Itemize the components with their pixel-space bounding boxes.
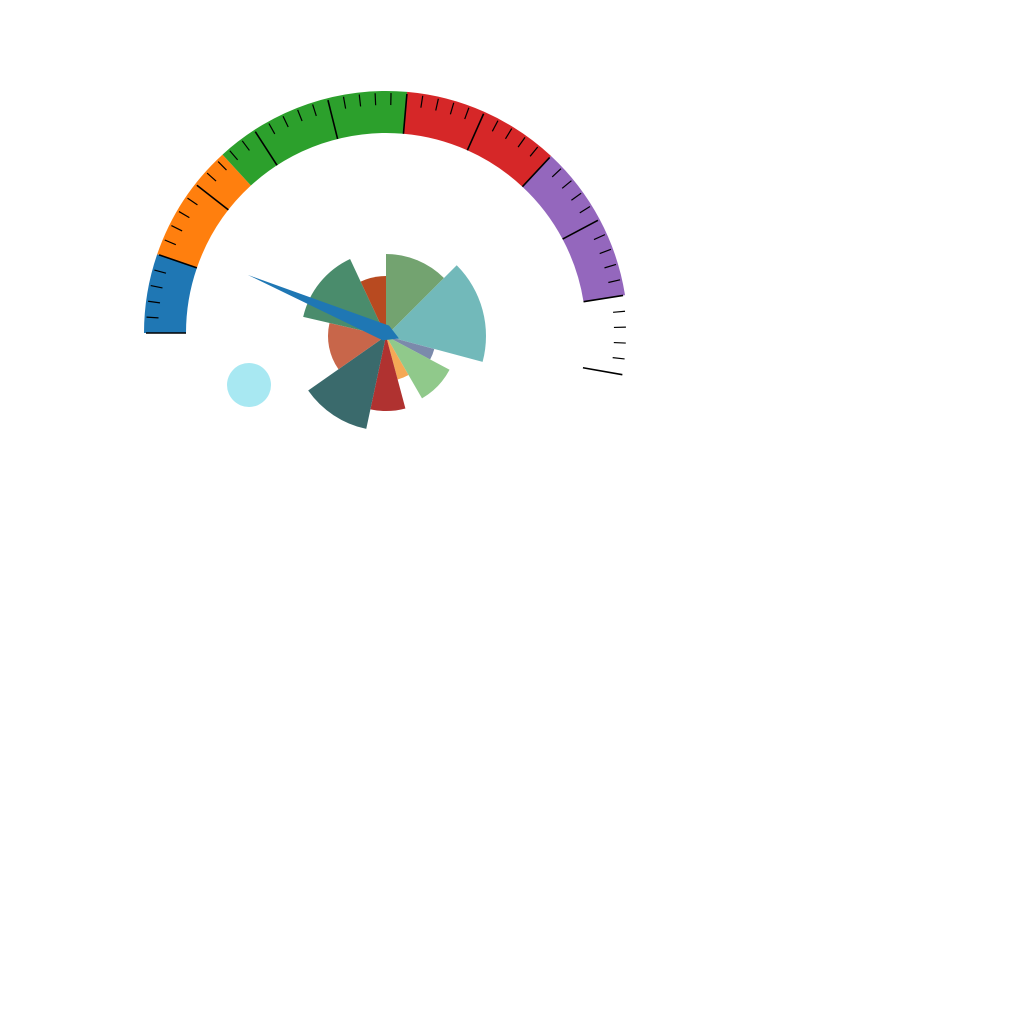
polar-sector-9 <box>303 258 386 336</box>
gauge-major-tick-30 <box>466 113 485 151</box>
gauge-minor-tick-29 <box>464 107 470 120</box>
gauge-minor-tick-33 <box>517 137 526 148</box>
gauge-minor-tick-7 <box>171 225 183 232</box>
polar-sector-2 <box>386 265 486 362</box>
gauge-minor-tick-28 <box>449 102 455 115</box>
gauge-minor-tick-16 <box>268 123 276 135</box>
gauge-minor-tick-23 <box>374 93 377 106</box>
gauge-minor-tick-39 <box>579 206 591 214</box>
gauge-minor-tick-48 <box>613 341 626 344</box>
gauge-major-tick-35 <box>521 156 551 188</box>
gauge-minor-tick-46 <box>613 310 626 313</box>
gauge-needle-group <box>227 274 399 407</box>
gauge-major-tick-25 <box>402 93 408 134</box>
gauge-minor-tick-13 <box>229 150 239 161</box>
gauge-major-tick-15 <box>254 131 278 166</box>
gauge-minor-tick-32 <box>504 128 513 140</box>
gauge-minor-tick-18 <box>297 109 303 122</box>
gauge-minor-tick-42 <box>599 248 612 255</box>
polar-sector-5 <box>386 336 409 380</box>
gauge-minor-tick-26 <box>420 95 424 108</box>
gauge-minor-tick-1 <box>146 316 159 319</box>
gauge-minor-tick-31 <box>491 120 499 132</box>
gauge-major-tick-40 <box>562 219 599 240</box>
gauge-minor-tick-11 <box>206 172 217 182</box>
gauge-band-2 <box>157 154 251 268</box>
gauge-minor-tick-4 <box>154 269 167 274</box>
gauge-minor-tick-3 <box>150 284 163 289</box>
gauge-minor-tick-34 <box>529 146 539 157</box>
gauge-minor-tick-22 <box>358 94 362 107</box>
gauge-band-5 <box>522 156 626 302</box>
gauge-band-1 <box>144 254 197 333</box>
gauge-minor-tick-38 <box>571 192 582 201</box>
gauge-major-tick-45 <box>583 294 624 303</box>
polar-sector-6 <box>370 336 406 411</box>
gauge-major-tick-50 <box>582 366 623 376</box>
polar-sector-1 <box>386 254 444 336</box>
gauge-minor-tick-36 <box>551 168 562 178</box>
gauge-minor-tick-27 <box>435 98 439 111</box>
gauge-minor-tick-19 <box>312 104 317 117</box>
gauge-band-4 <box>403 91 552 187</box>
gauge-minor-tick-37 <box>561 180 572 189</box>
gauge-major-tick-5 <box>158 254 198 269</box>
gauge-major-tick-10 <box>196 184 229 211</box>
gauge-minor-tick-17 <box>282 115 289 128</box>
gauge-marker <box>227 363 271 407</box>
gauge-minor-tick-6 <box>164 239 177 246</box>
gauge-minor-tick-12 <box>217 161 227 171</box>
gauge-minor-tick-21 <box>342 96 347 109</box>
polar-sector-10 <box>360 276 386 336</box>
polar-bar-chart <box>303 254 486 429</box>
gauge-minor-tick-9 <box>187 197 198 206</box>
gauge-minor-tick-41 <box>593 234 606 241</box>
gauge-minor-tick-8 <box>178 211 190 219</box>
gauge-chart <box>144 91 626 376</box>
gauge-minor-tick-14 <box>241 140 250 151</box>
gauge-minor-tick-44 <box>608 279 621 284</box>
gauge-minor-tick-2 <box>148 300 161 304</box>
gauge-major-tick-20 <box>327 99 339 140</box>
gauge-needle <box>247 274 399 341</box>
gauge-minor-tick-49 <box>612 357 625 360</box>
gauge-minor-tick-43 <box>604 263 617 269</box>
polar-sector-4 <box>386 336 450 399</box>
polar-sector-7 <box>308 336 386 429</box>
polar-sector-3 <box>386 336 435 360</box>
gauge-band-3 <box>222 91 408 186</box>
